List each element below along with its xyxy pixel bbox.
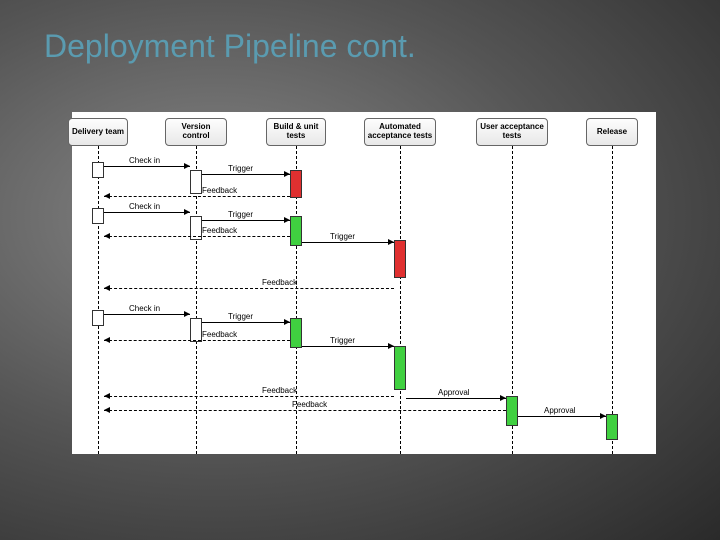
arrow-head-icon xyxy=(284,319,290,325)
message-label: Check in xyxy=(129,156,160,165)
message-label: Approval xyxy=(544,406,576,415)
activation-box xyxy=(290,170,302,198)
message-label: Trigger xyxy=(228,164,253,173)
lane-header-build: Build & unit tests xyxy=(266,118,326,146)
arrow-head-icon xyxy=(284,217,290,223)
message-arrow xyxy=(104,340,290,341)
activation-box xyxy=(506,396,518,426)
arrow-head-icon xyxy=(284,171,290,177)
lifeline-delivery xyxy=(98,146,99,454)
message-arrow xyxy=(104,212,190,213)
activation-box xyxy=(394,240,406,278)
activation-box xyxy=(92,310,104,326)
message-arrow xyxy=(104,196,290,197)
arrow-head-icon xyxy=(104,337,110,343)
message-arrow xyxy=(104,166,190,167)
activation-box xyxy=(190,318,202,342)
message-arrow xyxy=(302,242,394,243)
activation-box xyxy=(290,216,302,246)
arrow-head-icon xyxy=(104,233,110,239)
message-label: Check in xyxy=(129,304,160,313)
activation-box xyxy=(92,162,104,178)
lifeline-release xyxy=(612,146,613,454)
message-label: Check in xyxy=(129,202,160,211)
lifeline-auto xyxy=(400,146,401,454)
message-arrow xyxy=(104,396,394,397)
message-arrow xyxy=(202,322,290,323)
activation-box xyxy=(394,346,406,390)
lane-header-delivery: Delivery team xyxy=(68,118,128,146)
arrow-head-icon xyxy=(184,163,190,169)
message-label: Feedback xyxy=(202,186,237,195)
message-label: Feedback xyxy=(262,278,297,287)
message-label: Approval xyxy=(438,388,470,397)
message-arrow xyxy=(518,416,606,417)
message-arrow xyxy=(104,236,290,237)
message-arrow xyxy=(202,220,290,221)
message-label: Feedback xyxy=(262,386,297,395)
activation-box xyxy=(290,318,302,348)
sequence-diagram: Delivery teamVersion controlBuild & unit… xyxy=(72,112,656,454)
arrow-head-icon xyxy=(600,413,606,419)
message-label: Trigger xyxy=(330,336,355,345)
lane-header-auto: Automated acceptance tests xyxy=(364,118,436,146)
arrow-head-icon xyxy=(184,311,190,317)
arrow-head-icon xyxy=(104,407,110,413)
page-title: Deployment Pipeline cont. xyxy=(44,28,416,65)
message-arrow xyxy=(302,346,394,347)
message-arrow xyxy=(104,288,394,289)
message-label: Trigger xyxy=(330,232,355,241)
arrow-head-icon xyxy=(500,395,506,401)
message-arrow xyxy=(202,174,290,175)
lane-header-uat: User acceptance tests xyxy=(476,118,548,146)
activation-box xyxy=(190,170,202,194)
arrow-head-icon xyxy=(388,239,394,245)
lane-header-vc: Version control xyxy=(165,118,227,146)
activation-box xyxy=(92,208,104,224)
arrow-head-icon xyxy=(184,209,190,215)
message-arrow xyxy=(406,398,506,399)
message-label: Feedback xyxy=(292,400,327,409)
arrow-head-icon xyxy=(104,193,110,199)
lane-header-release: Release xyxy=(586,118,638,146)
message-label: Trigger xyxy=(228,312,253,321)
arrow-head-icon xyxy=(104,285,110,291)
message-label: Feedback xyxy=(202,330,237,339)
activation-box xyxy=(606,414,618,440)
arrow-head-icon xyxy=(104,393,110,399)
message-arrow xyxy=(104,314,190,315)
arrow-head-icon xyxy=(388,343,394,349)
message-arrow xyxy=(104,410,506,411)
message-label: Feedback xyxy=(202,226,237,235)
message-label: Trigger xyxy=(228,210,253,219)
